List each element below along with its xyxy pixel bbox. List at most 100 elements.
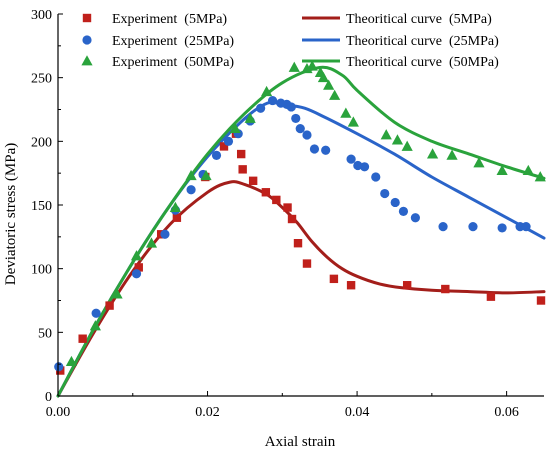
experiment-point-2 (261, 85, 273, 97)
y-tick-label: 200 (31, 135, 52, 150)
experiment-point-1 (438, 222, 448, 232)
experiment-point-1 (497, 223, 507, 233)
experiment-point-2 (89, 320, 101, 331)
experiment-point-2 (446, 149, 458, 160)
experiment-point-2 (329, 89, 341, 100)
experiment-point-2 (185, 169, 197, 181)
experiment-point-2 (340, 107, 352, 118)
y-tick-label: 300 (31, 8, 52, 23)
experiment-point-2 (380, 129, 392, 140)
experiment-point-0 (172, 213, 182, 222)
legend-item: Experiment (25MPa) (82, 34, 234, 49)
experiment-point-0 (293, 239, 303, 248)
experiment-point-0 (486, 292, 496, 301)
experiment-point-1 (211, 150, 222, 160)
experiment-point-1 (390, 197, 400, 208)
experiment-point-0 (441, 284, 450, 294)
experiment-point-0 (329, 274, 339, 284)
y-tick-label: 150 (31, 199, 52, 214)
experiment-point-0 (402, 281, 412, 290)
experiment-point-1 (309, 144, 320, 154)
experiment-point-1 (380, 188, 390, 199)
experiment-point-0 (346, 281, 356, 290)
experiment-point-0 (238, 165, 247, 174)
experiment-point-1 (398, 206, 409, 216)
x-axis-title: Axial strain (265, 434, 336, 450)
experiment-point-2 (426, 148, 439, 159)
x-tick-label: 0.06 (494, 405, 519, 420)
legend-marker (82, 13, 92, 23)
experiment-point-2 (111, 288, 123, 299)
experiment-point-0 (219, 142, 229, 151)
experiment-point-1 (359, 162, 370, 172)
experiment-point-2 (347, 116, 359, 127)
x-tick-label: 0.00 (46, 405, 71, 420)
experiment-point-2 (229, 122, 241, 133)
experiment-point-2 (401, 140, 413, 151)
experiment-point-2 (534, 171, 546, 182)
experiment-point-2 (391, 134, 404, 145)
experiment-point-0 (302, 259, 312, 268)
experiment-point-1 (468, 222, 478, 232)
legend-label: Theoritical curve (5MPa) (346, 12, 492, 27)
legend-item: Theoritical curve (5MPa) (302, 12, 492, 27)
experiment-point-1 (267, 95, 278, 106)
experiment-point-2 (473, 157, 485, 168)
experiment-point-1 (91, 308, 101, 318)
legend-item: Experiment (50MPa) (81, 55, 234, 70)
experiment-point-0 (236, 149, 246, 159)
experiment-point-1 (131, 269, 142, 279)
experiment-point-2 (323, 79, 335, 90)
experiment-point-1 (54, 362, 64, 372)
experiment-point-0 (105, 301, 114, 310)
y-tick-label: 250 (31, 72, 52, 87)
experiment-point-2 (130, 250, 143, 261)
experiment-point-2 (496, 164, 508, 176)
experiment-point-1 (223, 136, 234, 146)
experiment-point-2 (306, 60, 318, 71)
experiment-point-0 (134, 263, 143, 272)
experiment-point-0 (287, 214, 297, 224)
experiment-point-1 (286, 102, 296, 112)
experiment-point-1 (160, 229, 170, 239)
experiment-point-0 (78, 334, 87, 343)
y-axis-title: Deviatoric stress (MPa) (3, 143, 19, 285)
experiment-point-1 (186, 185, 196, 195)
legend-label: Theoritical curve (50MPa) (346, 55, 499, 70)
legend-item: Theoritical curve (50MPa) (302, 55, 499, 70)
legend: Experiment (5MPa) Theoritical curve (5MPa… (81, 12, 499, 70)
y-tick-label: 100 (31, 263, 52, 278)
experiment-point-2 (317, 71, 330, 83)
legend-label: Experiment (50MPa) (112, 55, 234, 70)
experiment-point-0 (248, 176, 258, 186)
legend-marker (82, 35, 92, 45)
x-tick-label: 0.04 (345, 405, 370, 420)
legend-marker (81, 55, 93, 66)
experiment-point-2 (169, 201, 181, 212)
experiment-markers (54, 60, 546, 375)
experiment-point-1 (371, 172, 381, 182)
experiment-point-1 (302, 130, 312, 140)
experiment-point-1 (295, 124, 305, 134)
experiment-point-1 (321, 145, 331, 155)
y-tick-label: 50 (38, 326, 52, 341)
experiment-point-1 (256, 103, 266, 113)
experiment-point-2 (522, 164, 534, 176)
legend-label: Experiment (25MPa) (112, 34, 234, 49)
experiment-point-0 (261, 188, 271, 197)
experiment-point-1 (410, 213, 420, 223)
experiment-point-2 (200, 169, 212, 181)
experiment-point-0 (283, 203, 292, 212)
theoretical-curve-2 (56, 65, 546, 398)
theoretical-curves (56, 65, 546, 398)
experiment-point-0 (536, 296, 546, 305)
legend-label: Experiment (5MPa) (112, 12, 227, 27)
x-tick-label: 0.02 (195, 405, 220, 420)
experiment-point-1 (521, 222, 531, 232)
experiment-point-2 (65, 355, 78, 367)
axes: 0 50 100 150 200 250 300 0.00 0.02 0.04 0.06 (31, 8, 544, 420)
legend-label: Theoritical curve (25MPa) (346, 34, 499, 49)
experiment-point-1 (346, 154, 356, 164)
theoretical-curve-1 (56, 100, 546, 398)
